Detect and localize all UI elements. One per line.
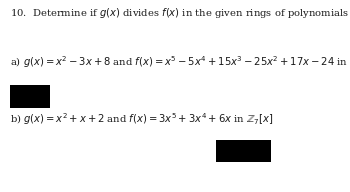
Bar — [10, 85, 50, 108]
Text: a) $g(x) = x^2 - 3x + 8$ and $f(x) = x^5 - 5x^4 + 15x^3 - 25x^2 + 17x - 24$ in $: a) $g(x) = x^2 - 3x + 8$ and $f(x) = x^5… — [10, 54, 350, 70]
Text: 10.  Determine if $g(x)$ divides $f(x)$ in the given rings of polynomials (show : 10. Determine if $g(x)$ divides $f(x)$ i… — [10, 6, 350, 20]
Bar — [216, 140, 271, 162]
Text: b) $g(x) = x^2 + x + 2$ and $f(x) = 3x^5 + 3x^4 + 6x$ in $\mathbb{Z}_7[x]$: b) $g(x) = x^2 + x + 2$ and $f(x) = 3x^5… — [10, 111, 273, 127]
